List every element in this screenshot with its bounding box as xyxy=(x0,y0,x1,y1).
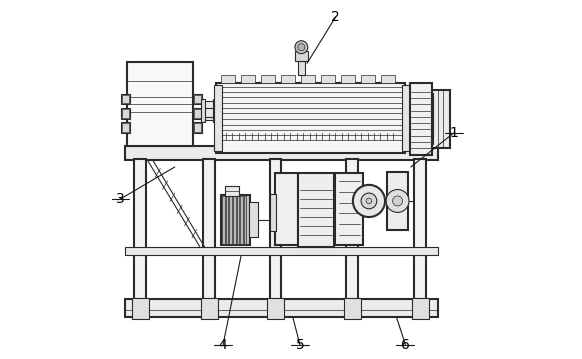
Bar xyxy=(242,75,255,83)
Bar xyxy=(201,298,218,319)
Bar xyxy=(121,108,130,119)
Bar xyxy=(269,194,276,231)
Circle shape xyxy=(361,193,377,209)
Bar xyxy=(321,75,335,83)
Text: 2: 2 xyxy=(331,10,340,24)
Bar xyxy=(213,99,217,122)
Bar xyxy=(122,95,129,103)
Circle shape xyxy=(366,198,372,204)
Bar xyxy=(194,123,201,132)
Bar xyxy=(346,159,358,299)
Bar xyxy=(134,159,146,299)
Circle shape xyxy=(386,190,409,213)
Bar xyxy=(221,75,235,83)
Bar xyxy=(342,75,355,83)
Bar xyxy=(122,123,129,132)
Bar xyxy=(127,62,193,146)
Circle shape xyxy=(298,43,305,51)
Bar xyxy=(203,159,215,299)
Bar xyxy=(267,298,284,319)
Bar xyxy=(431,93,433,144)
Bar xyxy=(194,109,201,118)
Bar xyxy=(249,202,258,237)
Bar xyxy=(216,83,406,153)
Bar xyxy=(261,75,275,83)
Bar xyxy=(294,51,308,61)
Bar xyxy=(225,186,239,196)
Bar xyxy=(343,298,361,319)
Bar xyxy=(132,298,148,319)
Bar xyxy=(301,75,315,83)
Bar xyxy=(237,196,239,244)
Circle shape xyxy=(353,185,385,217)
Bar xyxy=(411,298,429,319)
Bar xyxy=(201,99,205,122)
Bar xyxy=(125,299,438,317)
Bar xyxy=(125,146,438,160)
Bar xyxy=(229,196,232,244)
Bar xyxy=(217,104,237,121)
Text: 6: 6 xyxy=(401,338,410,352)
Text: 1: 1 xyxy=(449,126,458,140)
Circle shape xyxy=(295,41,308,53)
Bar xyxy=(233,196,236,244)
Bar xyxy=(381,75,395,83)
Circle shape xyxy=(393,196,403,206)
Bar xyxy=(122,109,129,118)
Bar xyxy=(203,101,216,121)
Bar xyxy=(121,94,130,104)
Bar xyxy=(298,173,334,247)
Bar xyxy=(414,159,426,299)
Bar xyxy=(240,196,243,244)
Bar xyxy=(387,172,409,229)
Bar xyxy=(221,195,250,244)
Text: 3: 3 xyxy=(116,192,125,206)
Bar xyxy=(269,159,281,299)
Bar xyxy=(194,95,201,103)
Bar xyxy=(193,108,203,119)
Bar xyxy=(335,173,363,244)
Bar xyxy=(193,94,203,104)
Bar xyxy=(193,122,203,133)
Bar xyxy=(214,85,222,151)
Bar xyxy=(361,75,375,83)
Text: 4: 4 xyxy=(219,338,228,352)
Bar xyxy=(410,83,432,155)
Bar xyxy=(275,173,298,244)
Bar xyxy=(402,85,410,151)
Bar xyxy=(298,61,304,75)
Bar xyxy=(222,196,225,244)
Bar xyxy=(244,196,246,244)
Bar xyxy=(125,247,438,255)
Bar xyxy=(226,196,228,244)
Bar xyxy=(121,122,130,133)
Bar xyxy=(281,75,295,83)
Text: 5: 5 xyxy=(296,338,304,352)
Bar xyxy=(432,90,450,148)
